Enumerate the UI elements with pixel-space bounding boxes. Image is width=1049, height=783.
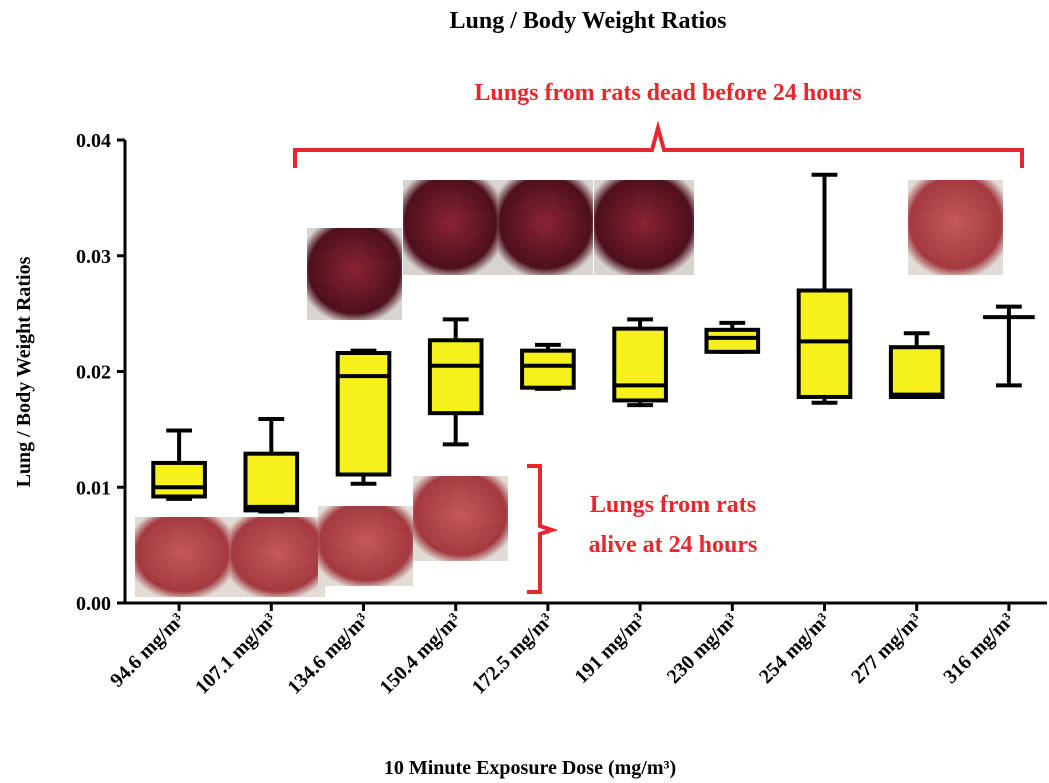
photo (307, 228, 402, 320)
photo (413, 476, 508, 561)
brace-top (295, 128, 1022, 168)
annotation: Lungs from rats dead before 24 hours (474, 80, 861, 106)
brace-right (527, 466, 552, 592)
box (799, 290, 851, 396)
x-axis-label: 10 Minute Exposure Dose (mg/m³) (384, 757, 676, 779)
box (430, 340, 482, 413)
page: {"chart_data": {"type": "box", "title": … (0, 0, 1049, 783)
box (706, 330, 758, 352)
x-tick-label: 254 mg/m³ (755, 609, 834, 688)
box (891, 347, 943, 397)
box (245, 454, 297, 511)
box (522, 351, 574, 388)
photo (318, 506, 413, 586)
annotation: Lungs from rats (590, 492, 756, 518)
photo (594, 180, 694, 275)
photo (908, 180, 1003, 275)
y-tick-label: 0.04 (76, 130, 111, 152)
y-tick-label: 0.02 (76, 362, 111, 384)
photo (403, 180, 498, 275)
y-tick-label: 0.03 (76, 246, 111, 268)
x-tick-label: 316 mg/m³ (939, 609, 1018, 688)
x-tick-label: 134.6 mg/m³ (283, 609, 373, 699)
annotation: alive at 24 hours (589, 532, 758, 558)
x-tick-label: 277 mg/m³ (847, 609, 926, 688)
y-tick-label: 0.01 (76, 477, 111, 499)
photo (135, 517, 230, 597)
box (338, 353, 390, 475)
chart: Lung / Body Weight Ratios 10 Minute Expo… (0, 0, 1049, 783)
photo (498, 180, 593, 275)
y-axis-label: Lung / Body Weight Ratios (13, 256, 35, 487)
x-tick-label: 107.1 mg/m³ (191, 609, 281, 699)
box (614, 329, 666, 401)
box (153, 463, 205, 497)
chart-title: Lung / Body Weight Ratios (450, 8, 727, 34)
x-tick-label: 150.4 mg/m³ (376, 609, 466, 699)
x-tick-label: 191 mg/m³ (571, 609, 650, 688)
y-tick-label: 0.00 (76, 593, 111, 615)
x-tick-label: 172.5 mg/m³ (468, 609, 558, 699)
photo (230, 517, 325, 597)
x-tick-label: 230 mg/m³ (663, 609, 742, 688)
x-tick-label: 94.6 mg/m³ (106, 609, 189, 692)
